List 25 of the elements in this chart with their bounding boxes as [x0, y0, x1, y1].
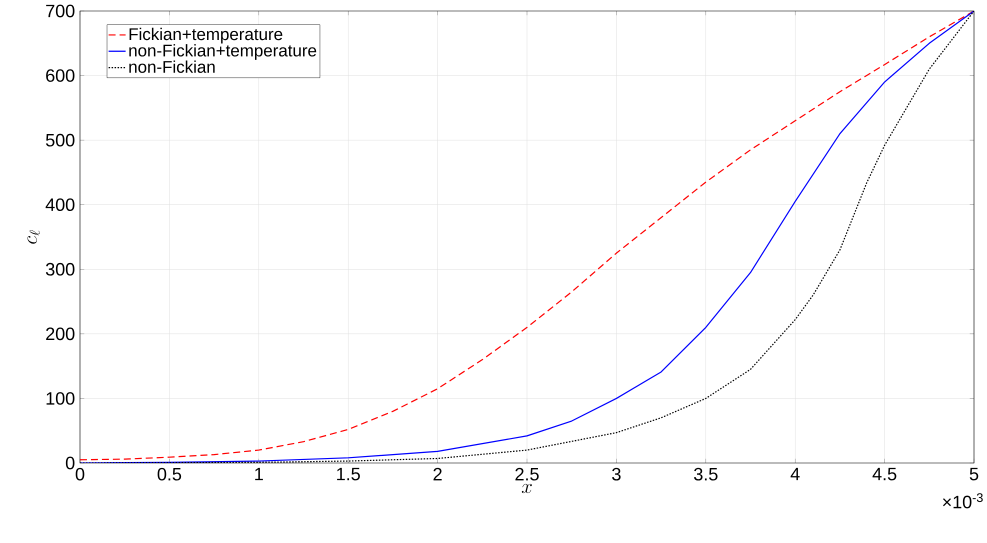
x-tick-label: 2.5	[515, 468, 539, 481]
x-tick-label: 3.5	[694, 468, 718, 481]
x-tick-label: 1	[255, 468, 263, 480]
y-tick-label: 700	[46, 4, 74, 18]
x-tick-label: 0.5	[158, 468, 182, 481]
legend-label: Fickian+temperature	[130, 28, 282, 44]
x-tick-label: 2	[434, 468, 442, 480]
y-tick-label: 500	[46, 134, 74, 146]
x-tick-label: 0	[76, 468, 84, 481]
y-tick-label: 300	[46, 262, 74, 276]
y-tick-label: 0	[66, 456, 74, 470]
x-tick-label: 4.5	[872, 468, 896, 480]
x-tick-label: 5	[970, 468, 978, 480]
legend-label: non-Fickian+temperature	[129, 44, 316, 60]
y-tick-label: 400	[46, 198, 74, 212]
x-axis-title: $x$	[522, 484, 532, 494]
text: ×10$^{-3}$	[942, 493, 983, 508]
y-tick-label: 600	[46, 69, 74, 82]
legend-label: non-Fickian	[129, 60, 215, 73]
x-tick-label: 4	[790, 468, 800, 480]
x-tick-label: 3	[612, 468, 621, 481]
x-tick-label: 1.5	[337, 468, 360, 480]
y-tick-label: 100	[46, 392, 74, 405]
y-tick-label: 200	[46, 327, 74, 340]
y-axis-title: $c_\ell$	[28, 230, 40, 244]
